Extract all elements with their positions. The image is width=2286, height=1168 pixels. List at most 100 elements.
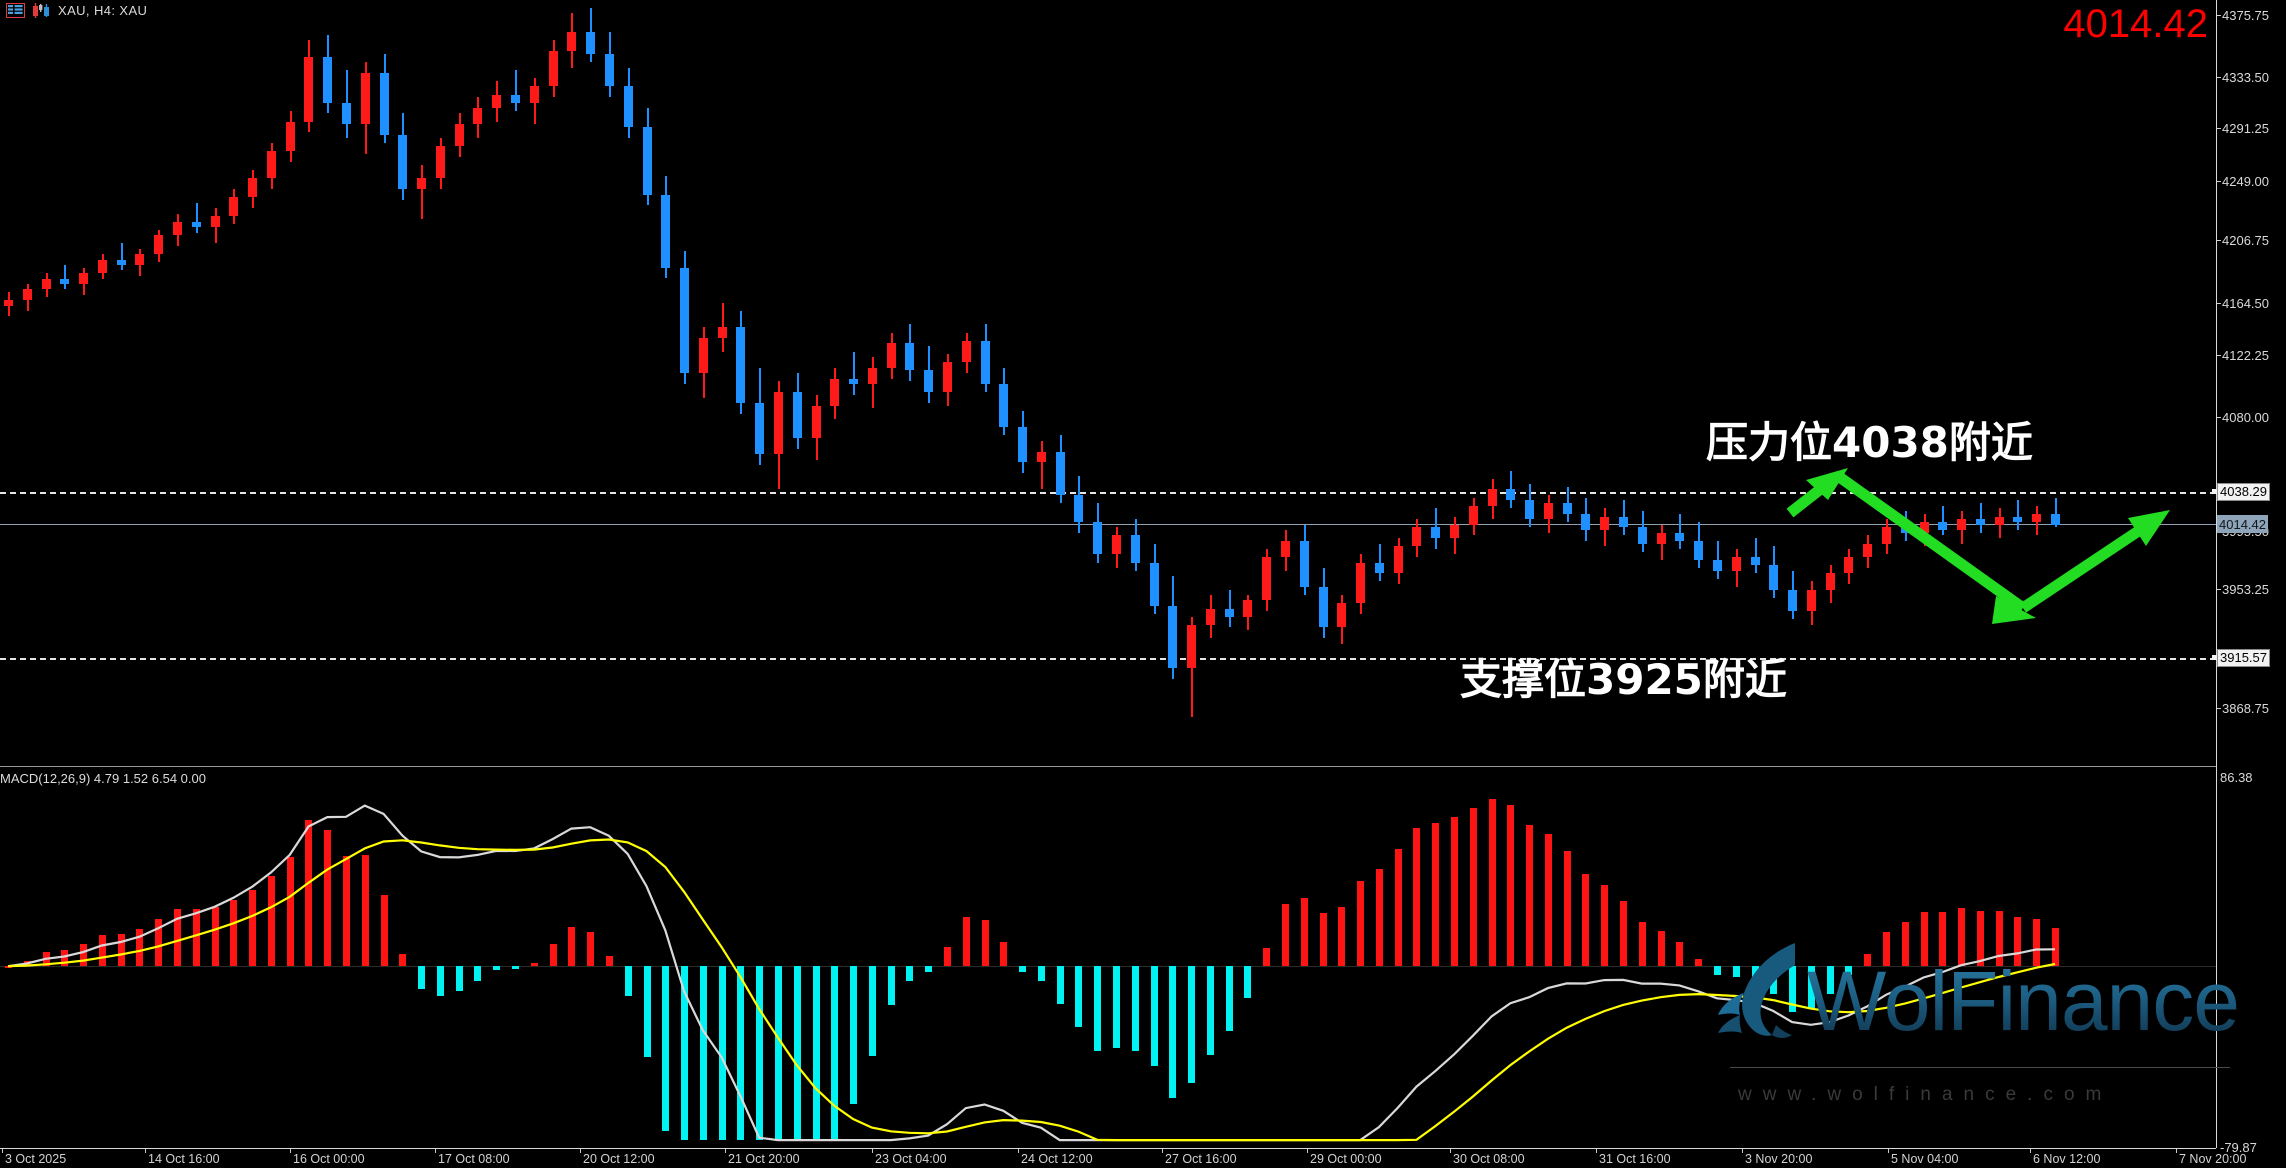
macd-zero-line	[0, 966, 2216, 968]
macd-histogram-bar	[474, 966, 482, 981]
macd-histogram-bar	[399, 953, 407, 967]
macd-histogram-bar	[1263, 948, 1271, 967]
macd-histogram-bar	[868, 966, 876, 1056]
price-axis-tick: 4249.00	[2217, 174, 2269, 189]
macd-histogram-bar	[718, 966, 726, 1141]
price-axis-tick: 3868.75	[2217, 701, 2269, 716]
time-axis-tick	[1742, 1149, 1743, 1153]
macd-histogram-bar	[1432, 823, 1440, 967]
time-axis-label: 6 Nov 12:00	[2033, 1152, 2101, 1166]
macd-histogram-bar	[1375, 869, 1383, 967]
macd-histogram-bar	[887, 966, 895, 1005]
macd-histogram-bar	[512, 966, 520, 970]
macd-histogram-bar	[587, 931, 595, 967]
support-price-tag[interactable]: 3915.57	[2212, 648, 2270, 667]
macd-histogram-bar	[155, 919, 163, 967]
time-axis-tick	[2, 1149, 3, 1153]
price-axis-tick: 4164.50	[2217, 296, 2269, 311]
macd-axis-min: -79.87	[2220, 1139, 2257, 1155]
resistance-annotation: 压力位4038附近	[1706, 418, 2033, 467]
time-axis-tick	[1018, 1149, 1019, 1153]
macd-histogram-bar	[1394, 848, 1402, 967]
time-axis-tick	[145, 1149, 146, 1153]
macd-histogram-bar	[136, 929, 144, 967]
macd-histogram-bar	[249, 890, 257, 967]
macd-indicator-caption: MACD(12,26,9) 4.79 1.52 6.54 0.00	[0, 771, 206, 786]
time-axis-label: 3 Nov 20:00	[1745, 1152, 1813, 1166]
macd-histogram-bar	[380, 894, 388, 967]
price-axis-tick: 4291.25	[2217, 121, 2269, 136]
macd-histogram-bar	[737, 966, 745, 1141]
candlestick-chart-icon	[32, 3, 51, 18]
panel-separator	[0, 766, 2216, 767]
time-axis-label: 30 Oct 08:00	[1453, 1152, 1525, 1166]
macd-histogram-bar	[1845, 966, 1853, 975]
brand-watermark: WolFinance	[1700, 943, 2260, 1085]
macd-histogram-bar	[324, 829, 332, 967]
last-price-tag[interactable]: 4014.42	[2217, 515, 2268, 534]
macd-histogram-bar	[1338, 907, 1346, 967]
watermark-divider	[1730, 1067, 2230, 1068]
macd-histogram-bar	[812, 966, 820, 1141]
macd-histogram-bar	[1244, 966, 1252, 999]
macd-histogram-bar	[1807, 966, 1815, 1009]
time-axis-tick	[290, 1149, 291, 1153]
time-axis-label: 16 Oct 00:00	[293, 1152, 365, 1166]
time-axis-label: 24 Oct 12:00	[1021, 1152, 1093, 1166]
macd-histogram-bar	[1638, 921, 1646, 967]
wolf-bird-logo-icon	[1718, 943, 1795, 1038]
macd-histogram-bar	[286, 857, 294, 967]
macd-histogram-bar	[549, 944, 557, 967]
time-axis-tick	[872, 1149, 873, 1153]
macd-histogram-bar	[662, 966, 670, 1131]
macd-histogram-bar	[1056, 966, 1064, 1005]
macd-histogram-bar	[568, 926, 576, 967]
macd-histogram-bar	[1357, 880, 1365, 967]
time-axis-label: 14 Oct 16:00	[148, 1152, 220, 1166]
macd-histogram-bar	[343, 856, 351, 967]
macd-lines	[7, 804, 2056, 1142]
macd-histogram-bar	[1131, 966, 1139, 1051]
macd-histogram-bar	[1075, 966, 1083, 1028]
price-axis[interactable]: 4375.75 4333.50 4291.25 4249.00 4206.75 4164.…	[2212, 0, 2286, 1168]
macd-histogram-bar	[774, 966, 782, 1141]
macd-histogram-bar	[1113, 966, 1120, 1048]
macd-histogram-bar	[230, 899, 238, 967]
time-axis-label: 21 Oct 20:00	[728, 1152, 800, 1166]
macd-histogram-bar	[1620, 901, 1628, 967]
macd-histogram-bar	[643, 966, 651, 1058]
macd-histogram-bar	[1958, 908, 1966, 967]
macd-histogram-bar	[1206, 966, 1214, 1055]
resistance-price-tag[interactable]: 4038.29	[2212, 482, 2270, 501]
macd-histogram-bar	[1601, 885, 1609, 967]
support-level-line	[0, 657, 2216, 660]
macd-histogram-bar	[418, 966, 426, 990]
macd-histogram-bar	[267, 875, 275, 967]
price-axis-tick: 4375.75	[2217, 8, 2269, 23]
last-price-display: 4014.42	[2063, 2, 2208, 46]
macd-histogram-bar	[530, 963, 538, 967]
macd-histogram-bar	[61, 949, 69, 967]
macd-histogram-bar	[1864, 954, 1872, 967]
macd-histogram-bar	[605, 956, 613, 967]
macd-histogram-bar	[2014, 917, 2022, 967]
macd-histogram-bar	[1676, 941, 1684, 967]
macd-signal-line	[7, 838, 2056, 1142]
macd-histogram-bar	[1995, 911, 2003, 967]
macd-histogram-bar	[1019, 966, 1027, 972]
macd-histogram-bar	[1225, 966, 1233, 1031]
price-axis-line	[2216, 0, 2217, 1148]
time-axis[interactable]: 3 Oct 2025 14 Oct 16:00 16 Oct 00:00 17 Oct…	[0, 1149, 2246, 1168]
macd-histogram-bar	[1037, 966, 1045, 981]
symbol-timeframe-label: XAU, H4: XAU	[58, 3, 148, 18]
macd-histogram-bar	[117, 933, 125, 967]
macd-histogram-bar	[1826, 966, 1834, 995]
price-axis-tick: 4333.50	[2217, 70, 2269, 85]
time-axis-tick	[725, 1149, 726, 1153]
time-axis-label: 7 Nov 20:00	[2179, 1152, 2247, 1166]
time-axis-label: 17 Oct 08:00	[438, 1152, 510, 1166]
time-axis-tick	[1450, 1149, 1451, 1153]
price-axis-tick: 3953.25	[2217, 582, 2269, 597]
time-axis-label: 5 Nov 04:00	[1891, 1152, 1959, 1166]
